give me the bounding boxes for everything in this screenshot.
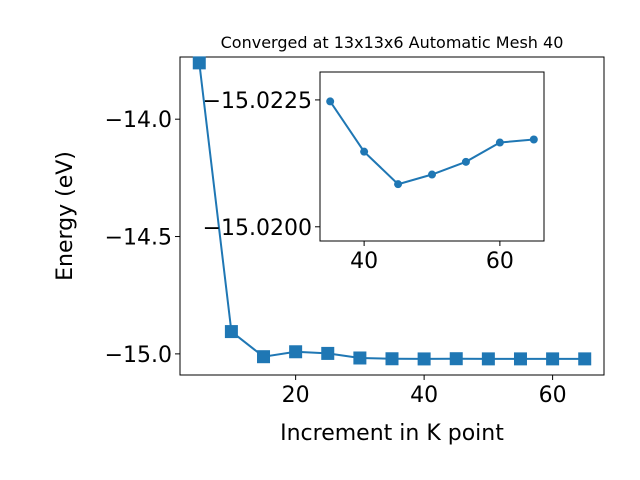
- main-data-point: [449, 352, 463, 366]
- inset-x-tick-label: 40: [350, 249, 378, 274]
- main-data-point: [224, 325, 238, 339]
- inset-data-point: [394, 180, 403, 189]
- inset-series: [326, 97, 538, 189]
- inset-data-point: [326, 97, 335, 106]
- main-data-point: [321, 346, 335, 360]
- inset-data-point: [360, 147, 369, 156]
- main-data-point: [192, 56, 206, 70]
- main-data-point: [481, 352, 495, 366]
- main-data-point: [385, 352, 399, 366]
- main-data-point: [257, 350, 271, 364]
- main-data-point: [578, 352, 592, 366]
- inset-plot-area: [319, 71, 545, 242]
- main-data-point: [546, 352, 560, 366]
- main-y-tick-label: −14.5: [105, 226, 172, 251]
- inset-x-tick-label: 60: [486, 249, 514, 274]
- inset-data-point: [428, 170, 436, 179]
- chart-title: Converged at 13x13x6 Automatic Mesh 40: [221, 33, 564, 52]
- inset-data-point: [461, 157, 470, 166]
- inset-ticks: 40 60 −15.0200 −15.0225: [203, 89, 514, 274]
- main-data-point: [417, 352, 431, 366]
- main-x-tick-label: 60: [539, 383, 567, 408]
- main-data-point: [353, 351, 367, 365]
- main-x-tick-label: 20: [282, 383, 310, 408]
- inset-y-tick-label: −15.0200: [203, 216, 312, 241]
- x-axis-label: Increment in K point: [280, 421, 504, 446]
- main-data-point: [289, 345, 303, 359]
- main-data-point: [513, 352, 527, 366]
- y-axis-label: Energy (eV): [53, 151, 78, 281]
- inset-data-point: [529, 135, 538, 144]
- main-series: [192, 56, 592, 366]
- main-y-tick-label: −15.0: [105, 343, 172, 368]
- main-ticks: 20 40 60 −15.0 −14.5 −14.0: [105, 108, 567, 408]
- main-y-tick-label: −14.0: [105, 108, 172, 133]
- inset-data-point: [495, 138, 504, 147]
- main-x-tick-label: 40: [410, 383, 438, 408]
- inset-y-tick-label: −15.0225: [203, 89, 312, 114]
